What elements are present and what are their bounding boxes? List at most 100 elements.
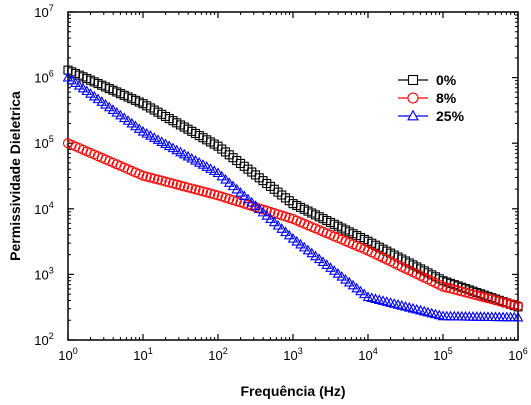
data-point: [231, 183, 243, 194]
legend-label: 8%: [436, 90, 457, 106]
data-point: [141, 171, 152, 182]
data-point: [336, 270, 348, 281]
data-point: [280, 226, 291, 237]
data-point: [190, 184, 201, 195]
x-axis-title: Frequência (Hz): [240, 383, 345, 399]
data-point: [66, 74, 78, 85]
data-point: [92, 93, 104, 104]
data-point: [137, 170, 149, 181]
data-point: [265, 213, 276, 223]
x-tick-base: 10: [133, 348, 147, 363]
data-point: [152, 174, 164, 185]
data-point: [512, 311, 524, 322]
data-point: [205, 188, 216, 199]
data-point: [313, 253, 325, 264]
data-point: [261, 210, 273, 220]
data-point: [118, 112, 130, 123]
x-tick-exp: 1: [148, 346, 153, 356]
data-point: [283, 229, 295, 240]
data-point: [70, 77, 81, 87]
y-tick-exp: 3: [49, 265, 54, 275]
data-point: [100, 98, 111, 109]
data-point: [287, 232, 299, 243]
y-tick-base: 10: [34, 136, 48, 151]
data-point: [494, 296, 505, 307]
x-tick-exp: 0: [73, 346, 78, 356]
data-point: [306, 247, 318, 258]
legend-label: 0%: [436, 72, 457, 88]
data-point: [343, 276, 355, 287]
data-point: [317, 256, 329, 267]
x-tick-label: 103: [283, 346, 302, 363]
data-point: [509, 299, 520, 311]
data-point: [328, 265, 340, 275]
y-tick-exp: 2: [49, 331, 54, 341]
data-point: [103, 101, 115, 112]
data-point: [220, 173, 231, 184]
y-tick-exp: 6: [49, 69, 54, 79]
data-point: [126, 117, 138, 128]
data-point: [505, 299, 516, 310]
x-tick-label: 102: [208, 346, 227, 363]
x-tick-base: 10: [433, 348, 447, 363]
data-point: [464, 288, 475, 299]
data-point: [212, 167, 224, 178]
series-8pct: [62, 138, 524, 312]
data-point: [449, 284, 460, 295]
data-point: [81, 85, 93, 96]
data-point: [223, 177, 235, 187]
data-point: [186, 183, 197, 194]
data-point: [512, 300, 524, 312]
data-point: [122, 115, 134, 125]
data-point: [355, 285, 366, 296]
x-tick-label: 106: [508, 346, 527, 363]
data-point: [88, 90, 100, 101]
data-point: [257, 206, 269, 217]
data-point: [133, 123, 145, 133]
y-tick-label: 107: [34, 3, 53, 20]
data-point: [332, 268, 344, 278]
x-axis-ticks: 100 101 102 103 104 105 106: [58, 12, 528, 363]
x-tick-exp: 3: [298, 346, 303, 356]
data-point: [358, 288, 370, 299]
data-point: [182, 182, 194, 193]
y-tick-base: 10: [34, 333, 48, 348]
data-point: [216, 170, 228, 181]
data-point: [340, 273, 351, 284]
y-tick-base: 10: [34, 71, 48, 86]
data-point: [497, 297, 509, 308]
legend-marker: [407, 74, 419, 86]
y-axis-title: Permissividade Dieletrica: [7, 91, 23, 261]
data-point: [272, 219, 284, 230]
data-point: [227, 180, 239, 191]
legend-marker: [407, 92, 419, 104]
data-point: [145, 172, 156, 183]
y-tick-base: 10: [34, 202, 48, 217]
x-tick-exp: 6: [523, 346, 528, 356]
data-point: [471, 290, 482, 301]
data-point: [482, 293, 494, 304]
data-point: [149, 173, 160, 184]
y-tick-exp: 7: [49, 3, 54, 13]
x-tick-label: 104: [358, 346, 377, 363]
x-tick-base: 10: [283, 348, 297, 363]
y-tick-label: 103: [34, 265, 53, 282]
data-point: [253, 203, 265, 214]
data-point: [77, 82, 89, 93]
data-point: [179, 181, 190, 192]
data-point: [475, 291, 486, 302]
data-point: [291, 235, 303, 246]
data-point: [325, 262, 336, 272]
data-point: [130, 120, 141, 131]
data-point: [276, 223, 288, 233]
x-tick-exp: 4: [373, 346, 378, 356]
x-tick-label: 101: [133, 346, 152, 363]
series-25pct: [62, 71, 524, 322]
data-point: [201, 187, 212, 198]
data-point: [437, 281, 449, 292]
y-tick-exp: 5: [49, 134, 54, 144]
data-point: [452, 285, 464, 296]
x-tick-base: 10: [58, 348, 72, 363]
data-point: [310, 250, 321, 261]
